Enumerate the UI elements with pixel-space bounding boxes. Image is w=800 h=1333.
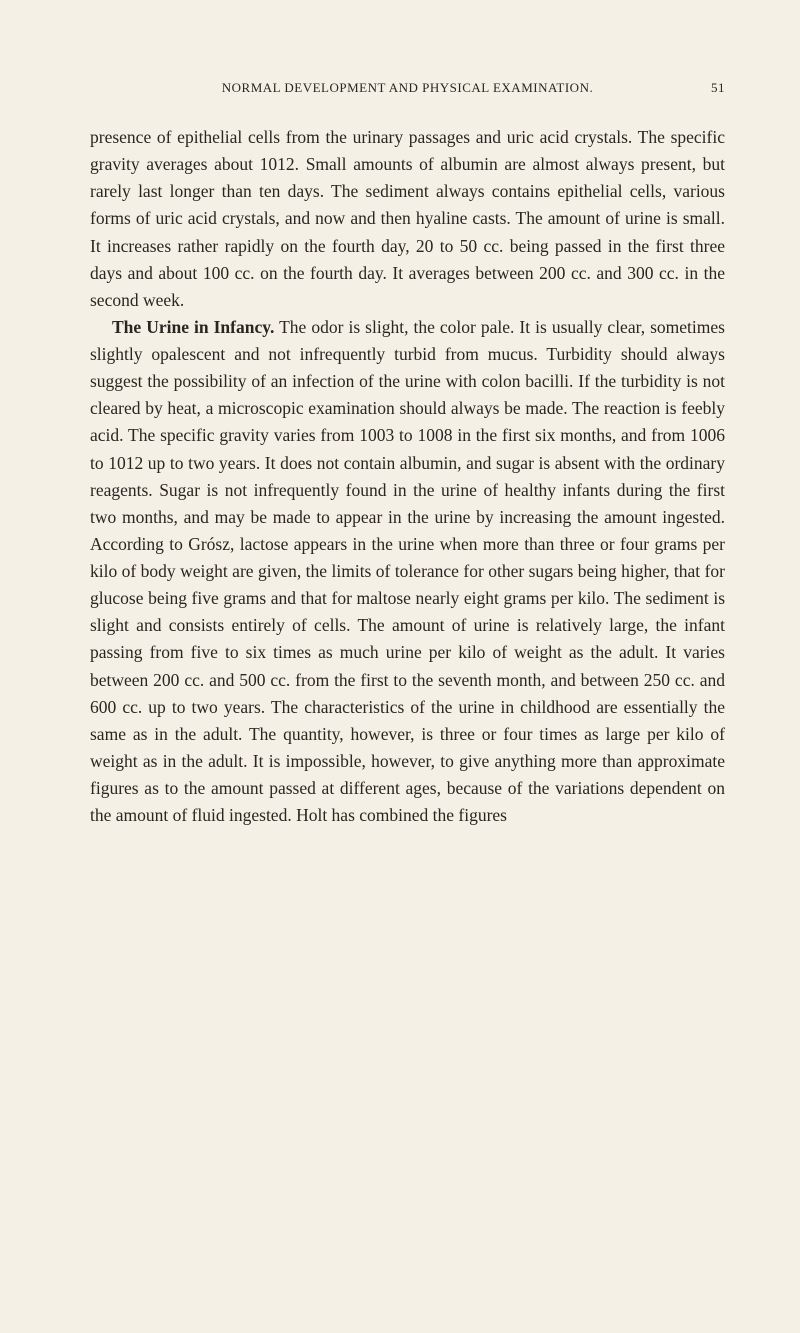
- paragraph-1: presence of epithelial cells from the ur…: [90, 124, 725, 314]
- page-header: NORMAL DEVELOPMENT AND PHYSICAL EXAMINAT…: [90, 80, 725, 96]
- section-heading-urine-infancy: The Urine in Infancy.: [112, 317, 274, 337]
- header-title: NORMAL DEVELOPMENT AND PHYSICAL EXAMINAT…: [222, 80, 593, 95]
- paragraph-2: The Urine in Infancy. The odor is slight…: [90, 314, 725, 829]
- paragraph-2-body: The odor is slight, the color pale. It i…: [90, 317, 725, 825]
- body-content: presence of epithelial cells from the ur…: [90, 124, 725, 829]
- page-number: 51: [711, 80, 725, 96]
